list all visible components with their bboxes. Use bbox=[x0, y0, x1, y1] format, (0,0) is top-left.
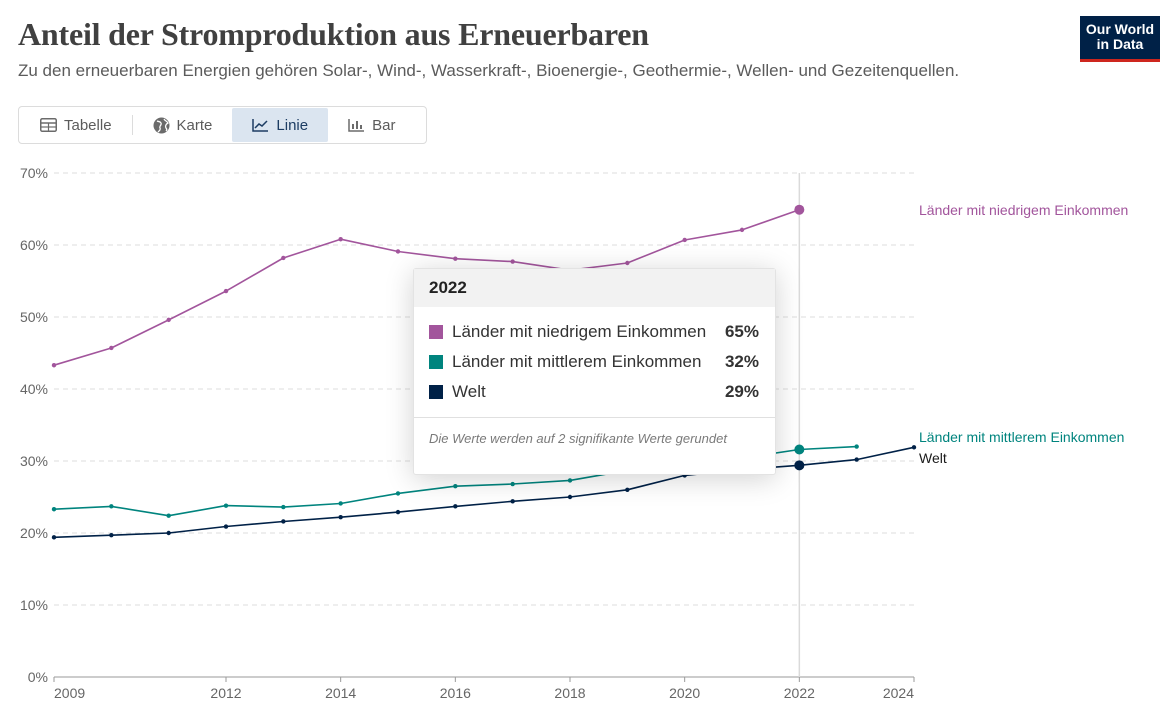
chart-title: Anteil der Stromproduktion aus Erneuerba… bbox=[18, 16, 649, 52]
logo-line-2: in Data bbox=[1096, 36, 1144, 52]
tab-map[interactable]: Karte bbox=[133, 108, 233, 142]
tooltip-row-middle-income: Länder mit mittlerem Einkommen 32% bbox=[429, 351, 759, 373]
data-point bbox=[109, 345, 114, 351]
data-point bbox=[281, 255, 286, 261]
y-tick-label: 30% bbox=[20, 453, 48, 469]
data-point bbox=[281, 504, 286, 510]
tooltip-name: Welt bbox=[452, 382, 486, 401]
chart-subtitle: Zu den erneuerbaren Energien gehören Sol… bbox=[18, 61, 960, 80]
data-point bbox=[166, 317, 171, 323]
data-point bbox=[51, 507, 57, 512]
x-tick-label: 2016 bbox=[440, 685, 471, 701]
series-line-0 bbox=[53, 208, 800, 366]
data-point bbox=[567, 494, 573, 500]
data-point bbox=[625, 260, 630, 266]
line-chart-icon bbox=[252, 118, 269, 132]
low-income-swatch bbox=[429, 325, 443, 339]
data-point bbox=[395, 509, 401, 515]
tab-divider bbox=[131, 115, 133, 135]
view-tabs: Tabelle Karte Linie Bar bbox=[18, 106, 427, 144]
tooltip-year: 2022 bbox=[414, 269, 775, 307]
label-world: Welt bbox=[919, 450, 947, 466]
data-point bbox=[854, 457, 859, 462]
data-point bbox=[510, 259, 515, 264]
tooltip-name: Länder mit mittlerem Einkommen bbox=[452, 352, 702, 371]
y-tick-label: 0% bbox=[28, 669, 48, 685]
owid-logo[interactable]: Our World in Data bbox=[1080, 16, 1160, 62]
data-point bbox=[109, 504, 114, 509]
data-point bbox=[794, 460, 805, 471]
x-tick-label: 2014 bbox=[325, 685, 356, 701]
tooltip: 2022 Länder mit niedrigem Einkommen 65% … bbox=[413, 268, 776, 475]
y-tick-label: 20% bbox=[20, 525, 48, 541]
tooltip-note: Die Werte werden auf 2 signifikante Wert… bbox=[429, 431, 727, 446]
x-tick-label: 2018 bbox=[554, 685, 585, 701]
data-point bbox=[223, 524, 229, 529]
data-point bbox=[281, 519, 286, 524]
x-tick-label: 2022 bbox=[784, 685, 815, 701]
globe-icon bbox=[153, 117, 170, 134]
world-swatch bbox=[429, 385, 443, 399]
logo-line-1: Our World bbox=[1085, 21, 1155, 37]
data-point bbox=[567, 478, 573, 483]
data-point bbox=[166, 530, 171, 536]
tooltip-row-low-income: Länder mit niedrigem Einkommen 65% bbox=[429, 321, 759, 343]
tooltip-value: 65% bbox=[724, 322, 759, 341]
data-point bbox=[794, 204, 805, 215]
data-point bbox=[510, 499, 515, 504]
y-tick-label: 50% bbox=[20, 309, 48, 325]
y-tick-label: 70% bbox=[20, 165, 48, 181]
data-point bbox=[338, 514, 343, 520]
data-point bbox=[510, 481, 515, 487]
data-point bbox=[682, 237, 687, 243]
tab-line-label: Linie bbox=[276, 116, 309, 134]
y-tick-label: 40% bbox=[20, 381, 48, 397]
tab-bar[interactable]: Bar bbox=[328, 108, 415, 142]
data-point bbox=[453, 504, 458, 509]
y-tick-label: 10% bbox=[20, 597, 48, 613]
data-point bbox=[395, 491, 401, 496]
data-point bbox=[109, 532, 114, 538]
data-point bbox=[51, 535, 57, 540]
data-point bbox=[854, 444, 859, 449]
tooltip-value: 32% bbox=[724, 352, 759, 371]
tab-line[interactable]: Linie bbox=[232, 108, 329, 142]
tab-table-label: Tabelle bbox=[64, 116, 112, 134]
tab-map-label: Karte bbox=[176, 116, 213, 134]
data-point bbox=[794, 444, 805, 455]
label-middle-income: Länder mit mittlerem Einkommen bbox=[919, 429, 1124, 445]
label-low-income: Länder mit niedrigem Einkommen bbox=[919, 202, 1128, 218]
data-point bbox=[338, 237, 343, 242]
tab-table[interactable]: Tabelle bbox=[20, 108, 132, 142]
data-point bbox=[223, 503, 229, 508]
middle-income-swatch bbox=[429, 355, 443, 369]
data-point bbox=[453, 256, 458, 261]
x-tick-label: 2020 bbox=[669, 685, 700, 701]
bar-chart-icon bbox=[348, 118, 365, 132]
data-point bbox=[223, 288, 229, 294]
x-tick-label: 2024 bbox=[883, 685, 914, 701]
data-point bbox=[739, 227, 745, 233]
tooltip-divider bbox=[414, 417, 775, 418]
y-tick-label: 60% bbox=[20, 237, 48, 253]
data-point bbox=[51, 363, 57, 368]
tooltip-row-world: Welt 29% bbox=[429, 381, 759, 403]
data-point bbox=[338, 501, 343, 506]
data-point bbox=[625, 487, 630, 492]
tooltip-name: Länder mit niedrigem Einkommen bbox=[452, 322, 707, 341]
tab-bar-label: Bar bbox=[372, 116, 396, 134]
tooltip-value: 29% bbox=[724, 382, 759, 401]
data-point bbox=[911, 445, 917, 450]
data-point bbox=[395, 249, 401, 254]
x-tick-label: 2009 bbox=[54, 685, 85, 701]
table-icon bbox=[40, 118, 57, 132]
data-point bbox=[166, 513, 171, 518]
data-point bbox=[453, 484, 458, 489]
x-tick-label: 2012 bbox=[210, 685, 241, 701]
